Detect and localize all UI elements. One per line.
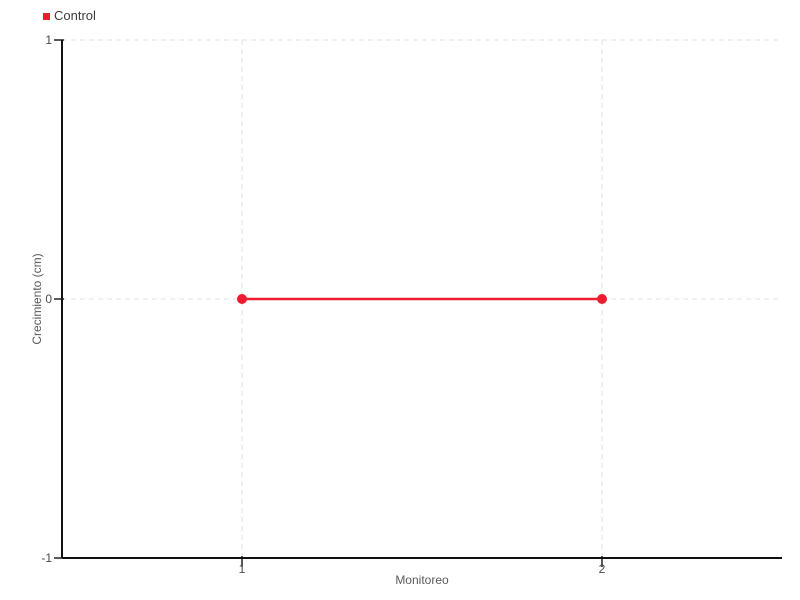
- data-point: [597, 294, 607, 304]
- legend-label: Control: [54, 8, 96, 23]
- x-axis-title: Monitoreo: [395, 573, 449, 587]
- y-tick-label: 0: [45, 292, 52, 306]
- y-tick-label: 1: [45, 33, 52, 47]
- x-tick-label: 2: [599, 562, 606, 576]
- plot-layer: 1 0 -1 1 2: [41, 33, 782, 576]
- y-axis-title: Crecimiento (cm): [30, 253, 44, 344]
- data-point: [237, 294, 247, 304]
- legend-swatch: [43, 12, 50, 20]
- y-tick-label: -1: [41, 551, 52, 565]
- legend: Control: [43, 9, 96, 23]
- x-tick-label: 1: [239, 562, 246, 576]
